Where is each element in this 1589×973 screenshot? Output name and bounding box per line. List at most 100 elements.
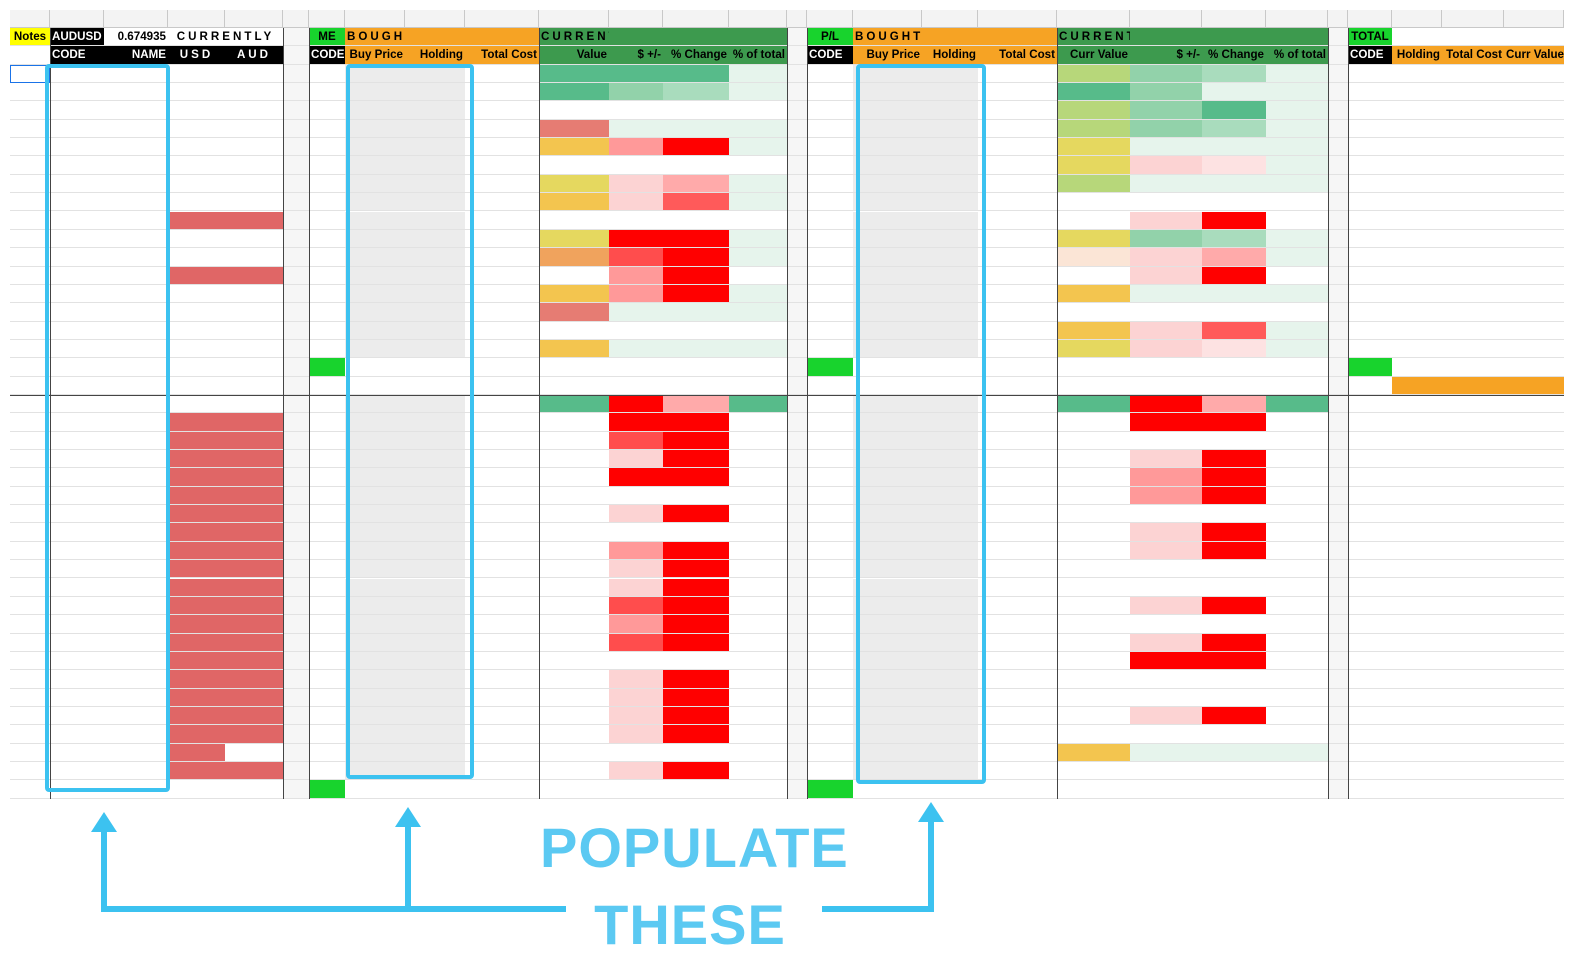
cell-z[interactable] bbox=[1328, 432, 1348, 451]
cell-a[interactable] bbox=[10, 212, 50, 230]
cell-aa[interactable] bbox=[1348, 303, 1392, 322]
cell-u[interactable] bbox=[978, 505, 1057, 524]
cell-l[interactable] bbox=[465, 707, 539, 726]
cell-i[interactable] bbox=[309, 560, 345, 579]
cell-ad[interactable] bbox=[1504, 505, 1564, 524]
cell-l[interactable] bbox=[465, 395, 539, 414]
cell-ac[interactable] bbox=[1442, 340, 1504, 359]
cell-e[interactable] bbox=[168, 670, 225, 689]
cell-t[interactable] bbox=[922, 505, 978, 524]
cell-ad[interactable] bbox=[1504, 230, 1564, 249]
cell-k[interactable] bbox=[405, 450, 465, 469]
cell-ab[interactable] bbox=[1392, 138, 1442, 157]
cell-i[interactable] bbox=[309, 212, 345, 230]
cell-ab[interactable] bbox=[1392, 725, 1442, 744]
cell-a[interactable] bbox=[10, 303, 50, 322]
cell-i[interactable] bbox=[309, 413, 345, 432]
cell-b[interactable] bbox=[50, 762, 104, 781]
cell-v[interactable] bbox=[1057, 377, 1130, 395]
cell-y[interactable]: % of total bbox=[1266, 46, 1328, 65]
cell-t[interactable] bbox=[922, 211, 978, 230]
cell-a[interactable] bbox=[10, 285, 50, 304]
cell-a[interactable] bbox=[10, 634, 50, 652]
cell-j[interactable] bbox=[345, 101, 405, 120]
cell-n[interactable] bbox=[609, 138, 663, 157]
cell-i[interactable] bbox=[309, 652, 345, 671]
cell-o[interactable] bbox=[663, 431, 729, 451]
cell-r[interactable] bbox=[807, 230, 853, 249]
cell-n[interactable] bbox=[609, 487, 663, 506]
cell-i[interactable] bbox=[309, 322, 345, 340]
cell-t[interactable]: Holding bbox=[922, 46, 978, 65]
cell-s[interactable] bbox=[853, 541, 922, 561]
cell-y[interactable] bbox=[1266, 468, 1328, 487]
cell-j[interactable] bbox=[345, 284, 405, 304]
cell-ac[interactable] bbox=[1442, 634, 1504, 652]
cell-q[interactable] bbox=[787, 523, 807, 542]
cell-x[interactable] bbox=[1202, 138, 1266, 157]
cell-m[interactable] bbox=[539, 395, 609, 414]
cell-i[interactable] bbox=[309, 101, 345, 120]
cell-w[interactable] bbox=[1130, 156, 1202, 175]
cell-g[interactable] bbox=[225, 560, 283, 579]
cell-s[interactable] bbox=[853, 450, 922, 469]
cell-p[interactable] bbox=[729, 744, 787, 762]
cell-a[interactable] bbox=[10, 670, 50, 689]
cell-u[interactable] bbox=[978, 744, 1057, 762]
cell-k[interactable] bbox=[405, 780, 465, 799]
cell-y[interactable] bbox=[1266, 450, 1328, 469]
cell-s[interactable] bbox=[853, 651, 922, 671]
cell-e[interactable] bbox=[168, 65, 225, 84]
cell-n[interactable] bbox=[609, 780, 663, 799]
cell-ab[interactable] bbox=[1392, 175, 1442, 194]
cell-n[interactable] bbox=[609, 762, 663, 781]
cell-b[interactable] bbox=[50, 780, 104, 799]
cell-y[interactable] bbox=[1266, 542, 1328, 561]
cell-z[interactable] bbox=[1328, 744, 1348, 762]
cell-o[interactable] bbox=[663, 505, 729, 524]
cell-t[interactable] bbox=[922, 358, 978, 377]
cell-ad[interactable]: Curr Value bbox=[1504, 46, 1564, 65]
cell-j[interactable] bbox=[345, 505, 405, 524]
cell-r[interactable] bbox=[807, 634, 853, 652]
cell-l[interactable] bbox=[465, 597, 539, 616]
cell-z[interactable] bbox=[1328, 487, 1348, 506]
cell-i[interactable]: CODE bbox=[309, 46, 345, 65]
cell-q[interactable] bbox=[787, 762, 807, 781]
cell-ad[interactable] bbox=[1504, 487, 1564, 506]
cell-v[interactable] bbox=[1057, 267, 1130, 285]
cell-u[interactable] bbox=[978, 120, 1057, 139]
cell-ab[interactable] bbox=[1392, 193, 1442, 212]
cell-m[interactable] bbox=[539, 64, 609, 84]
cell-m[interactable] bbox=[539, 450, 609, 469]
cell-b[interactable] bbox=[50, 303, 104, 322]
cell-y[interactable] bbox=[1266, 303, 1328, 322]
cell-y[interactable] bbox=[1266, 28, 1328, 47]
cell-b[interactable] bbox=[50, 523, 104, 542]
cell-x[interactable] bbox=[1202, 321, 1266, 340]
cell-c[interactable] bbox=[104, 468, 168, 487]
cell-o[interactable] bbox=[663, 156, 729, 175]
cell-m[interactable] bbox=[539, 377, 609, 395]
cell-a[interactable] bbox=[10, 101, 50, 120]
cell-p[interactable] bbox=[729, 560, 787, 579]
cell-s[interactable] bbox=[853, 670, 922, 689]
cell-ad[interactable] bbox=[1504, 689, 1564, 707]
cell-n[interactable] bbox=[609, 633, 663, 652]
cell-t[interactable] bbox=[922, 431, 978, 451]
cell-u[interactable] bbox=[978, 597, 1057, 616]
cell-z[interactable] bbox=[1328, 689, 1348, 707]
cell-p[interactable] bbox=[729, 64, 787, 84]
cell-o[interactable] bbox=[663, 633, 729, 652]
cell-ac[interactable] bbox=[1442, 560, 1504, 579]
cell-m[interactable] bbox=[539, 707, 609, 726]
cell-o[interactable] bbox=[663, 83, 729, 102]
cell-u[interactable] bbox=[978, 212, 1057, 230]
cell-ad[interactable] bbox=[1504, 65, 1564, 84]
cell-t[interactable] bbox=[922, 688, 978, 707]
cell-b[interactable] bbox=[50, 120, 104, 139]
cell-p[interactable] bbox=[729, 267, 787, 285]
cell-y[interactable] bbox=[1266, 652, 1328, 671]
cell-r[interactable] bbox=[807, 156, 853, 175]
cell-m[interactable] bbox=[539, 339, 609, 359]
